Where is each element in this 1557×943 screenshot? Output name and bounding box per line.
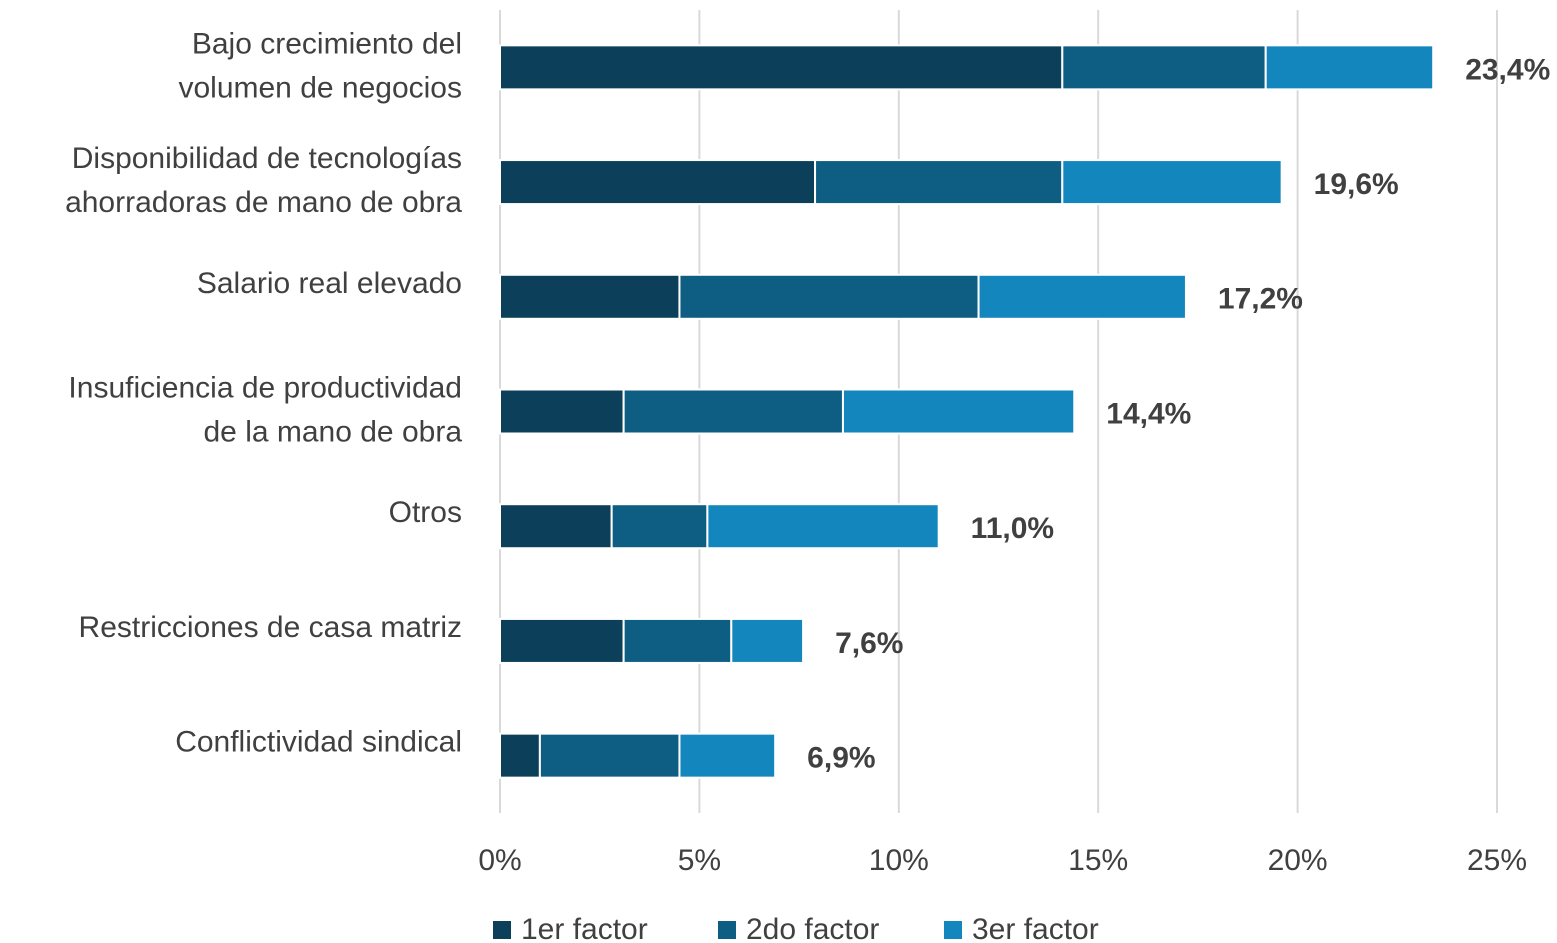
bar-segment [814, 159, 1064, 206]
bar-segment [841, 388, 1076, 435]
bar-segment [499, 617, 625, 664]
bar-segment [499, 159, 817, 206]
legend-label: 3er factor [972, 913, 1099, 943]
total-label: 19,6% [1314, 168, 1399, 201]
bar-segment [977, 273, 1187, 320]
legend-label: 1er factor [521, 913, 648, 943]
total-label: 6,9% [807, 742, 875, 775]
y-tick-label-line: Disponibilidad de tecnologías [72, 142, 462, 175]
total-label: 14,4% [1106, 397, 1191, 430]
total-label: 11,0% [971, 512, 1054, 545]
y-tick-label: Salario real elevado [197, 267, 462, 300]
bar-segment [622, 388, 844, 435]
bar-segment [538, 732, 681, 779]
bar-segment [730, 617, 805, 664]
y-tick-label-line: Salario real elevado [197, 267, 462, 300]
bar-segment [499, 503, 613, 550]
x-tick-label: 0% [478, 844, 521, 877]
x-tick-label: 10% [869, 844, 929, 877]
x-tick-label: 25% [1467, 844, 1527, 877]
x-tick-label: 5% [678, 844, 721, 877]
y-tick-label-line: Conflictividad sindical [175, 726, 462, 759]
legend-swatch [944, 921, 962, 939]
bar-segment [678, 732, 777, 779]
y-tick-label-line: de la mano de obra [203, 415, 462, 448]
y-tick-label-line: Otros [389, 496, 462, 529]
x-tick-label: 20% [1268, 844, 1328, 877]
bar-segment [1264, 44, 1435, 91]
bar-segment [622, 617, 733, 664]
y-tick-label: Disponibilidad de tecnologías ahorradoras… [65, 142, 462, 219]
y-tick-label-line: Insuficiencia de productividad [68, 371, 462, 404]
bar-segment [610, 503, 709, 550]
bar-segment [1061, 159, 1283, 206]
y-tick-label: Insuficiencia de productividad de la mano… [68, 371, 462, 448]
bar-segment [499, 273, 681, 320]
x-tick-label: 15% [1068, 844, 1128, 877]
bar-segment [499, 732, 541, 779]
total-label: 23,4% [1465, 53, 1550, 86]
y-tick-label-line: Bajo crecimiento del [192, 27, 462, 60]
total-label: 7,6% [835, 627, 903, 660]
y-tick-label: Bajo crecimiento del volumen de negocios [178, 27, 462, 104]
y-tick-label: Otros [389, 496, 462, 529]
legend-swatch [493, 921, 511, 939]
legend-swatch [718, 921, 736, 939]
bar-segment [1061, 44, 1267, 91]
legend-label: 2do factor [746, 913, 879, 943]
y-tick-label: Restricciones de casa matriz [79, 611, 462, 644]
y-tick-label-line: volumen de negocios [178, 71, 462, 104]
y-tick-label: Conflictividad sindical [175, 726, 462, 759]
y-tick-label-line: Restricciones de casa matriz [79, 611, 462, 644]
y-tick-label-line: ahorradoras de mano de obra [65, 186, 462, 219]
bar-segment [678, 273, 980, 320]
bar-segment [706, 503, 940, 550]
bar-segment [499, 44, 1064, 91]
bar-segment [499, 388, 625, 435]
total-label: 17,2% [1218, 283, 1303, 316]
